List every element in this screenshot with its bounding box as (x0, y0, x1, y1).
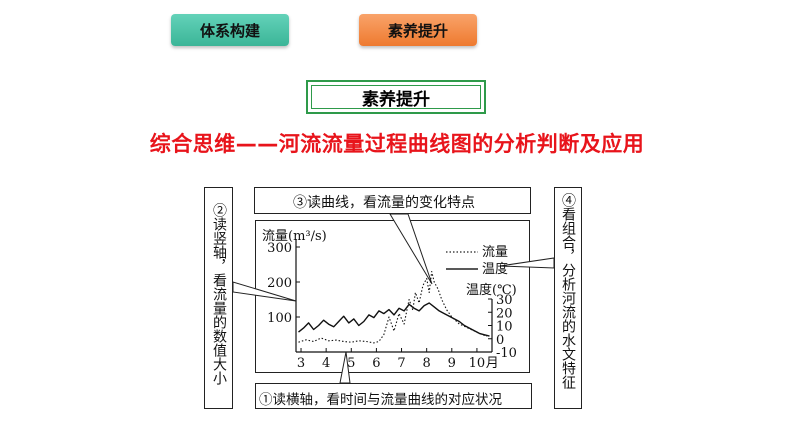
series-line-flow (298, 270, 488, 344)
section-title-box: 素养提升 (306, 80, 486, 114)
tab-label: 素养提升 (387, 21, 448, 40)
tab-label: 体系构建 (199, 21, 260, 40)
pointer-top (389, 213, 433, 285)
x-tick-label: 10 (469, 356, 486, 371)
callout-left-text: ②读竖轴，看流量的数值大小 (211, 203, 227, 385)
callout-left-box: ②读竖轴，看流量的数值大小 (204, 187, 233, 409)
y-right-axis-label: 温度(℃) (466, 282, 517, 298)
page-headline: 综合思维——河流流量过程曲线图的分析判断及应用 (149, 132, 645, 156)
x-tick-label: 7 (397, 356, 405, 371)
series-line-temperature (298, 302, 490, 337)
x-tick-label: 8 (423, 356, 431, 371)
y-left-tick-label: 300 (267, 241, 292, 256)
chart-frame (255, 220, 530, 373)
y-right-tick-label: 20 (496, 306, 513, 321)
pointer-right (499, 257, 555, 269)
callout-bottom-text: ①读横轴，看时间与流量曲线的对应状况 (259, 392, 502, 408)
tab-literacy-improvement[interactable]: 素养提升 (359, 14, 477, 46)
y-left-axis-label: 流量(m³/s) (262, 229, 327, 244)
y-left-tick-label: 200 (267, 276, 292, 291)
y-right-tick-label: 0 (496, 333, 504, 348)
y-right-tick-label: 30 (496, 293, 513, 308)
tab-system-construction[interactable]: 体系构建 (171, 14, 289, 46)
y-left-tick-label: 100 (267, 311, 292, 326)
y-right-tick-label: 10 (496, 320, 513, 335)
callout-bottom-box: ①读横轴，看时间与流量曲线的对应状况 (255, 383, 532, 409)
x-unit-label: 月 (486, 356, 499, 371)
x-tick-label: 5 (347, 356, 355, 371)
callout-top-text: ③读曲线，看流量的变化特点 (293, 195, 475, 211)
callout-right-box: ④看组合，分析河流的水文特征 (554, 187, 582, 409)
x-tick-label: 3 (297, 356, 305, 371)
x-tick-label: 6 (372, 356, 380, 371)
section-title: 素养提升 (362, 89, 430, 110)
x-tick-label: 4 (322, 356, 330, 371)
legend-temp-label: 温度 (482, 261, 508, 277)
callout-top-box: ③读曲线，看流量的变化特点 (254, 187, 531, 214)
pointer-left (232, 281, 297, 302)
pointer-bottom (339, 351, 351, 384)
callout-right-text: ④看组合，分析河流的水文特征 (560, 193, 576, 389)
x-tick-label: 9 (448, 356, 456, 371)
y-right-tick-label: -10 (496, 346, 517, 361)
legend-flow-label: 流量 (482, 245, 508, 260)
